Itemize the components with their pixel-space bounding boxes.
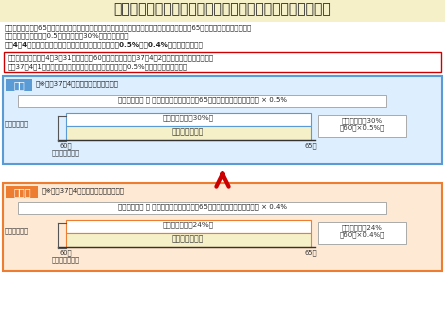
Text: 本来の年金額: 本来の年金額 bbox=[5, 228, 29, 234]
Bar bbox=[0, 0, 445, 22]
Bar bbox=[6, 186, 38, 198]
Text: 減額後の年金額: 減額後の年金額 bbox=[172, 127, 204, 136]
Text: 対象となる方は令和4年3月31日時点で、60歳未満の方（昭和37年4月2日以降生まれの方）です。: 対象となる方は令和4年3月31日時点で、60歳未満の方（昭和37年4月2日以降生… bbox=[8, 54, 214, 61]
Bar bbox=[18, 95, 386, 107]
Text: 減額率の計算 ＝ 繰上げ請求をした月から65歳到達月の前月までの月数 × 0.4%: 減額率の計算 ＝ 繰上げ請求をした月から65歳到達月の前月までの月数 × 0.4… bbox=[117, 203, 287, 210]
Text: 65歳: 65歳 bbox=[305, 249, 317, 256]
Text: 令和4年4月から、この繰上げ受給の減額率が１月あたり0.5%から0.4%に変更されます。: 令和4年4月から、この繰上げ受給の減額率が１月あたり0.5%から0.4%に変更さ… bbox=[5, 41, 204, 48]
Text: 現在、老齢年金を65歳前に受給開始（繰上げ受給）する場合、年金額は繰上げ請求をした月から65歳到達月の前月までの月数: 現在、老齢年金を65歳前に受給開始（繰上げ受給）する場合、年金額は繰上げ請求をし… bbox=[5, 24, 252, 30]
Bar bbox=[318, 115, 406, 137]
Text: 60歳
（繰上げ請求）: 60歳 （繰上げ請求） bbox=[52, 249, 80, 263]
Text: （※昭和37年4月２日以降生まれの方）: （※昭和37年4月２日以降生まれの方） bbox=[42, 187, 125, 194]
Bar bbox=[66, 220, 311, 233]
Bar bbox=[66, 113, 311, 126]
Bar bbox=[66, 233, 311, 247]
Text: 65歳: 65歳 bbox=[305, 142, 317, 149]
Text: 60歳
（繰上げ請求）: 60歳 （繰上げ請求） bbox=[52, 142, 80, 156]
Bar bbox=[66, 126, 311, 140]
Text: 改正後: 改正後 bbox=[13, 187, 31, 197]
Text: 減額率の計算 ＝ 繰上げ請求をした月から65歳到達月の前月までの月数 × 0.5%: 減額率の計算 ＝ 繰上げ請求をした月から65歳到達月の前月までの月数 × 0.5… bbox=[117, 96, 287, 103]
Bar bbox=[3, 76, 442, 164]
Text: 令和４年４月から老齢年金の繰上げ減額率が見直されます: 令和４年４月から老齢年金の繰上げ減額率が見直されます bbox=[113, 2, 332, 16]
Bar bbox=[318, 222, 406, 244]
Text: によって、１月あたり0.5％減額（最大30%減額）します。: によって、１月あたり0.5％減額（最大30%減額）します。 bbox=[5, 32, 129, 39]
Text: 減額後の年金額: 減額後の年金額 bbox=[172, 234, 204, 243]
Bar bbox=[4, 52, 441, 72]
Text: 昭和37年4月1日以前生まれの方については、現行の減額率0.5%から変更はありません: 昭和37年4月1日以前生まれの方については、現行の減額率0.5%から変更はありま… bbox=[8, 63, 188, 70]
Text: 本来の年金額: 本来の年金額 bbox=[5, 121, 29, 127]
Bar bbox=[18, 202, 386, 214]
Text: 繰上げ減額率（24%）: 繰上げ減額率（24%） bbox=[162, 221, 214, 228]
Text: 繰上げ減額率（30%）: 繰上げ減額率（30%） bbox=[162, 114, 214, 120]
Text: 現行: 現行 bbox=[13, 80, 25, 90]
Text: （※昭和37年4月１日以前生まれの方）: （※昭和37年4月１日以前生まれの方） bbox=[36, 80, 119, 87]
Text: ・最大減額率24%
（60月×0.4%）: ・最大減額率24% （60月×0.4%） bbox=[340, 224, 384, 238]
Bar bbox=[6, 79, 32, 91]
Bar bbox=[3, 183, 442, 271]
Text: ・最大減額率30%
（60月×0.5%）: ・最大減額率30% （60月×0.5%） bbox=[340, 117, 384, 131]
